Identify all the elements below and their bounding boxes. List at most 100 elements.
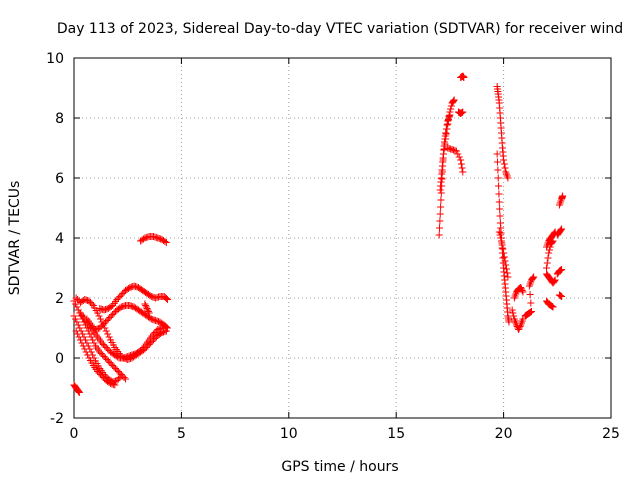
data-point [86, 299, 94, 306]
data-point [496, 231, 504, 239]
data-point [95, 312, 103, 320]
data-point [436, 217, 444, 225]
data-point [499, 245, 507, 253]
data-point [495, 190, 503, 198]
data-point [436, 210, 444, 218]
data-point [502, 261, 510, 269]
data-point [546, 243, 554, 251]
data-point [73, 318, 81, 326]
data-point [110, 363, 118, 371]
data-point [495, 182, 503, 190]
data-point [517, 284, 525, 291]
data-point [162, 295, 170, 302]
data-point [104, 345, 112, 353]
data-point [447, 102, 455, 110]
data-point [496, 205, 504, 213]
data-point [138, 345, 146, 353]
data-point [518, 285, 525, 293]
data-point [493, 150, 501, 158]
data-point [96, 315, 104, 323]
data-point [146, 292, 154, 299]
data-point [102, 327, 110, 335]
data-point [109, 362, 117, 369]
data-point [99, 341, 107, 348]
data-point [494, 174, 502, 182]
data-point [545, 246, 553, 254]
y-tick-label: 8 [55, 111, 64, 127]
y-tick-label: 0 [55, 351, 64, 367]
data-point [98, 372, 106, 380]
data-point [94, 368, 102, 375]
y-tick-label: 4 [55, 231, 64, 247]
data-point [76, 336, 84, 344]
data-point [558, 225, 566, 233]
data-point [116, 304, 124, 312]
series-arc-g [96, 282, 171, 314]
data-point [516, 323, 524, 330]
data-point [530, 273, 538, 281]
data-point [72, 294, 80, 302]
data-point [518, 287, 526, 294]
data-point [110, 309, 118, 317]
data-point [104, 330, 112, 338]
data-point [78, 339, 86, 347]
data-point [527, 299, 535, 307]
data-point [497, 234, 505, 242]
data-point [113, 366, 121, 374]
data-point [84, 351, 92, 359]
data-point [437, 196, 445, 204]
data-point [543, 259, 551, 267]
data-point [551, 276, 559, 284]
data-point [109, 311, 117, 318]
data-point [161, 238, 169, 245]
data-point [515, 326, 523, 333]
data-point [549, 237, 557, 245]
data-point [501, 164, 509, 172]
data-point [104, 315, 112, 323]
data-point [519, 288, 527, 296]
data-point [457, 156, 465, 164]
data-point [557, 226, 565, 234]
data-point [113, 296, 121, 303]
series-arc-ac [555, 192, 567, 209]
data-point [500, 249, 508, 257]
data-point [455, 153, 463, 161]
data-point [86, 330, 94, 338]
series-arc-y [543, 297, 557, 311]
series-arc-o [457, 72, 468, 81]
data-point [142, 302, 150, 309]
y-axis-label: SDTVAR / TECUs [7, 181, 23, 296]
data-point [543, 264, 551, 272]
data-point [450, 96, 458, 104]
ticks-layer: 0 5 10 15 20 25 -2 0 2 4 6 8 10 [46, 51, 620, 442]
data-point [139, 235, 147, 243]
data-point [509, 309, 517, 317]
data-point [144, 306, 152, 314]
series-arc-s [508, 306, 527, 333]
data-point [508, 306, 516, 314]
data-point [100, 320, 108, 327]
data-point [457, 160, 465, 168]
data-point [458, 164, 466, 172]
data-point [459, 108, 467, 116]
data-point [495, 198, 503, 206]
data-point [79, 342, 87, 350]
data-point [96, 371, 104, 378]
data-point [89, 336, 97, 344]
data-point [113, 377, 121, 384]
data-point [442, 129, 450, 137]
series-arc-aa [553, 266, 566, 278]
data-point [504, 273, 512, 281]
data-point [548, 238, 556, 246]
y-tick-label: 6 [55, 171, 64, 187]
series-arc-j [70, 381, 83, 396]
series-arc-w [543, 237, 557, 272]
data-point [495, 228, 503, 236]
data-point [143, 305, 151, 312]
data-point [437, 189, 445, 197]
series-arc-f [83, 302, 171, 333]
series-arc-i [137, 233, 170, 246]
data-point [500, 156, 508, 164]
data-point [515, 324, 523, 332]
x-tick-label: 15 [387, 426, 405, 442]
